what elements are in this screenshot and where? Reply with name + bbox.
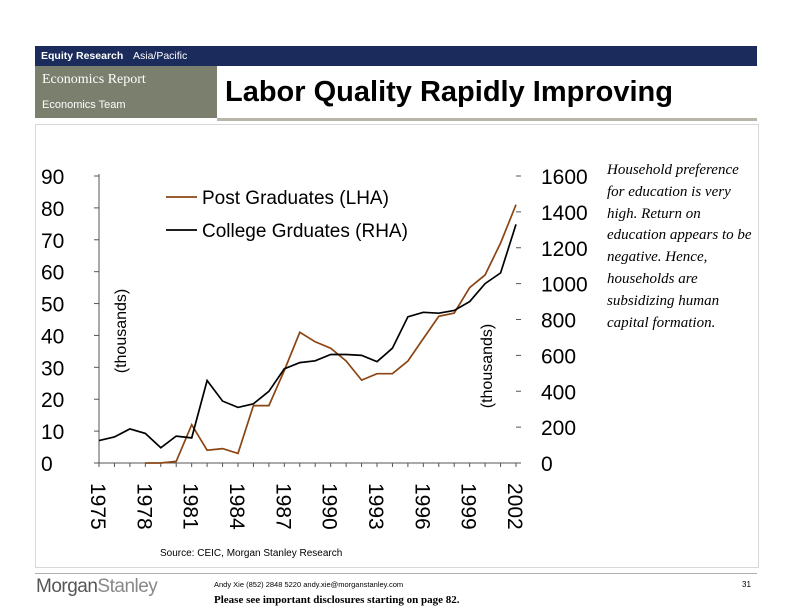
report-type: Economics Report <box>42 72 146 87</box>
line-chart: 0 10 20 30 40 50 60 70 80 90 0 200 400 600 800 1000 1200… <box>41 166 588 530</box>
right-y-tick-label: 1200 <box>541 238 588 261</box>
right-y-tick-label: 400 <box>541 381 576 404</box>
x-tick-label: 2002 <box>503 483 526 530</box>
right-y-tick-label: 1000 <box>541 274 588 297</box>
slide-title-bar: Labor Quality Rapidly Improving <box>217 66 757 121</box>
left-y-tick-label: 90 <box>41 166 64 189</box>
equity-research-label: Equity Research <box>41 50 124 62</box>
left-y-tick-label: 10 <box>41 421 64 444</box>
left-y-tick-label: 40 <box>41 325 64 348</box>
left-y-tick-label: 60 <box>41 262 64 285</box>
analyst-contact: Andy Xie (852) 2848 5220 andy.xie@morgan… <box>214 580 404 589</box>
x-tick-label: 1990 <box>318 483 341 530</box>
right-y-tick-label: 800 <box>541 310 576 333</box>
x-tick-label: 1996 <box>410 483 433 530</box>
disclosure-note: Please see important disclosures startin… <box>214 594 460 606</box>
report-info-panel: Economics Report Economics Team <box>35 66 217 118</box>
left-y-tick-label: 80 <box>41 198 64 221</box>
right-y-tick-label: 200 <box>541 417 576 440</box>
right-y-axis-title: (thousands) <box>479 324 496 409</box>
left-y-tick-label: 70 <box>41 230 64 253</box>
series-line-0 <box>145 204 517 464</box>
footer-divider <box>35 573 757 574</box>
right-y-tick-label: 600 <box>541 345 576 368</box>
left-y-tick-label: 20 <box>41 389 64 412</box>
left-y-axis-title: (thousands) <box>113 289 130 374</box>
right-y-tick-label: 0 <box>541 453 553 476</box>
page-number: 31 <box>742 580 751 589</box>
legend-label: College Grduates (RHA) <box>202 221 408 242</box>
left-y-tick-label: 50 <box>41 294 64 317</box>
chart-axes <box>94 174 521 467</box>
content-panel: 0 10 20 30 40 50 60 70 80 90 0 200 400 600 800 1000 1200… <box>35 124 759 568</box>
chart-lines <box>98 204 517 464</box>
right-y-tick-label: 1400 <box>541 202 588 225</box>
research-header-bar: Equity Research Asia/Pacific <box>35 46 757 66</box>
series-line-1 <box>98 224 517 449</box>
slide-title: Labor Quality Rapidly Improving <box>225 76 673 108</box>
commentary-text: Household preference for education is ve… <box>607 162 752 331</box>
legend-label: Post Graduates (LHA) <box>202 188 389 209</box>
team-name: Economics Team <box>42 99 126 111</box>
x-tick-label: 1981 <box>179 483 202 530</box>
x-tick-label: 1987 <box>271 483 294 530</box>
region-label: Asia/Pacific <box>133 50 188 62</box>
left-y-tick-label: 30 <box>41 357 64 380</box>
x-tick-label: 1975 <box>86 483 109 530</box>
source-note: Source: CEIC, Morgan Stanley Research <box>160 548 343 559</box>
right-y-tick-label: 1600 <box>541 166 588 189</box>
chart-labels: 0 10 20 30 40 50 60 70 80 90 0 200 400 600 800 1000 1200… <box>41 166 588 530</box>
morgan-stanley-logo: MorganStanley <box>36 576 158 597</box>
x-tick-label: 1984 <box>225 483 248 530</box>
left-y-tick-label: 0 <box>41 453 53 476</box>
x-tick-label: 1978 <box>132 483 155 530</box>
x-tick-label: 1993 <box>364 483 387 530</box>
x-tick-label: 1999 <box>457 483 480 530</box>
